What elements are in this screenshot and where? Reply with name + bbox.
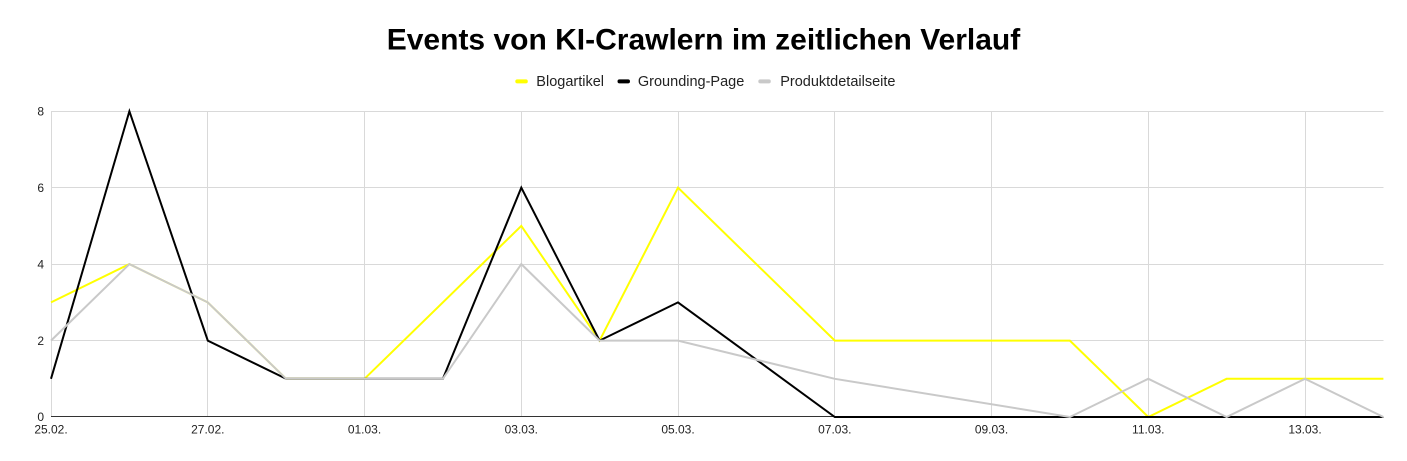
svg-text:13.03.: 13.03. (1288, 422, 1321, 436)
svg-text:2: 2 (37, 334, 44, 348)
svg-text:07.03.: 07.03. (818, 422, 851, 436)
svg-text:03.03.: 03.03. (505, 422, 538, 436)
svg-text:27.02.: 27.02. (191, 422, 224, 436)
svg-text:05.03.: 05.03. (661, 422, 694, 436)
svg-text:Blogartikel: Blogartikel (536, 74, 604, 90)
svg-text:Produktdetailseite: Produktdetailseite (780, 74, 895, 90)
svg-text:01.03.: 01.03. (348, 422, 381, 436)
svg-text:6: 6 (37, 181, 44, 195)
svg-text:0: 0 (37, 410, 44, 424)
svg-text:8: 8 (37, 105, 44, 119)
svg-text:11.03.: 11.03. (1132, 422, 1164, 436)
svg-text:09.03.: 09.03. (975, 422, 1008, 436)
svg-text:4: 4 (37, 257, 44, 271)
svg-text:Grounding-Page: Grounding-Page (638, 74, 744, 90)
svg-text:Events von KI-Crawlern im zeit: Events von KI-Crawlern im zeitlichen Ver… (387, 24, 1022, 57)
svg-text:25.02.: 25.02. (34, 422, 67, 436)
